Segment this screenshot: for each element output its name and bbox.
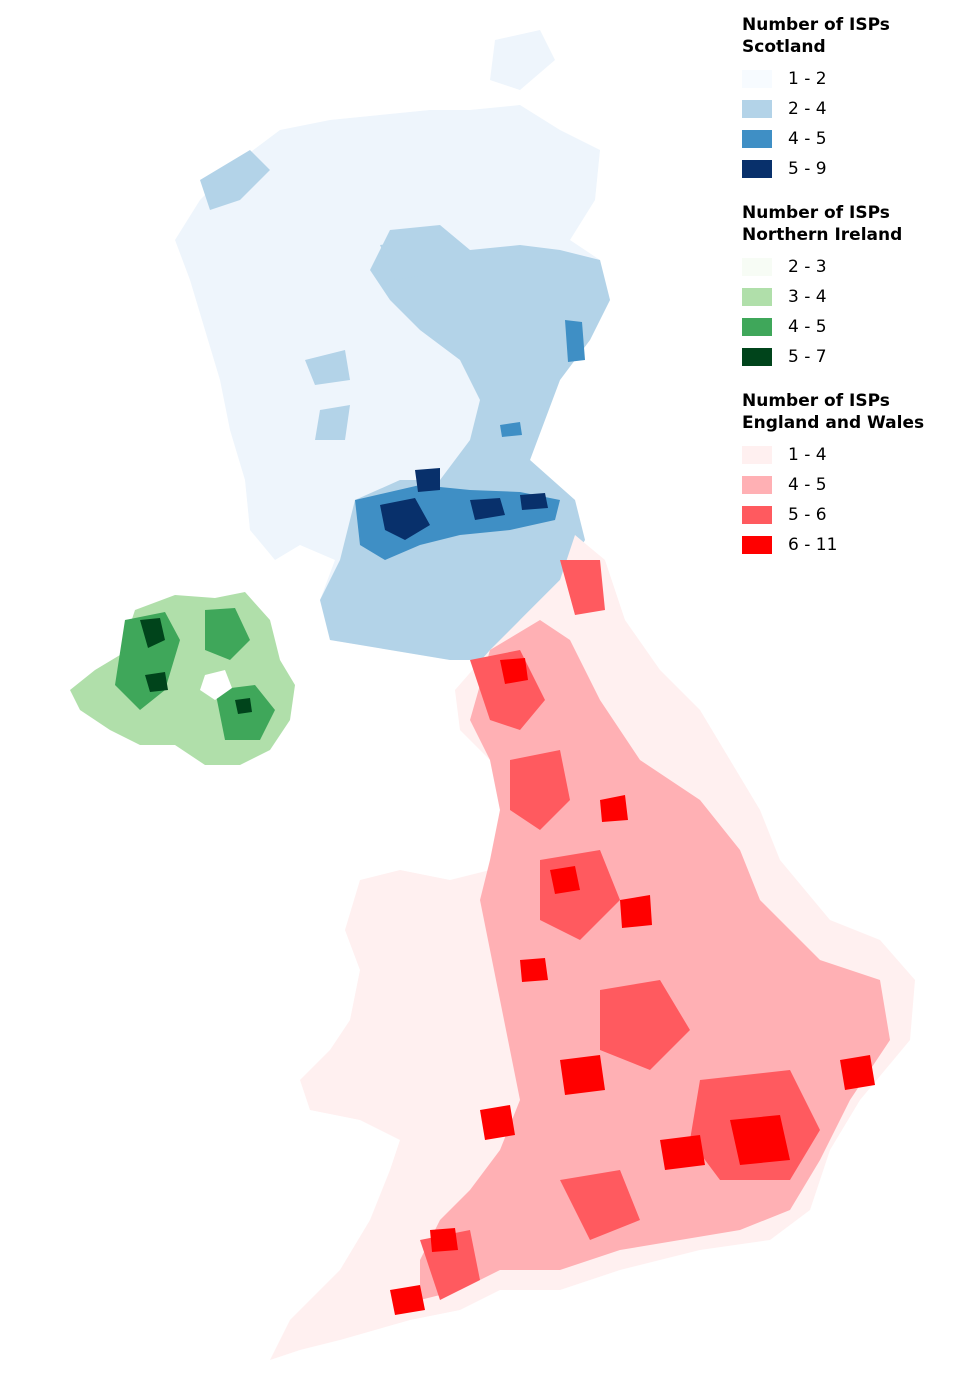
legend-item: 3 - 4 [742, 282, 978, 312]
legend-title-line: Number of ISPs [742, 391, 890, 411]
legend-swatch [742, 288, 772, 306]
legend-scotland: Number of ISPs Scotland 1 - 2 2 - 4 4 - … [742, 14, 978, 184]
legend-label: 5 - 6 [788, 505, 827, 525]
legend-title-line: Northern Ireland [742, 225, 903, 245]
legend-item: 1 - 4 [742, 440, 978, 470]
legend-label: 1 - 4 [788, 445, 827, 465]
legend-item: 2 - 3 [742, 252, 978, 282]
legend-item: 4 - 5 [742, 470, 978, 500]
legend-swatch [742, 258, 772, 276]
legend-title: Number of ISPs Scotland [742, 14, 978, 58]
ni-5-7-area [140, 618, 252, 714]
legend-title: Number of ISPs England and Wales [742, 390, 978, 434]
legend-item: 1 - 2 [742, 64, 978, 94]
legend: Number of ISPs Scotland 1 - 2 2 - 4 4 - … [742, 14, 978, 578]
legend-item: 6 - 11 [742, 530, 978, 560]
legend-swatch [742, 318, 772, 336]
england-wales-region [270, 535, 915, 1360]
legend-swatch [742, 506, 772, 524]
legend-swatch [742, 446, 772, 464]
legend-swatch [742, 536, 772, 554]
legend-swatch [742, 348, 772, 366]
scotland-region [175, 30, 610, 660]
legend-swatch [742, 70, 772, 88]
legend-label: 4 - 5 [788, 317, 827, 337]
legend-label: 4 - 5 [788, 129, 827, 149]
legend-label: 3 - 4 [788, 287, 827, 307]
legend-swatch [742, 100, 772, 118]
legend-label: 6 - 11 [788, 535, 838, 555]
legend-swatch [742, 160, 772, 178]
ni-lough-neagh [200, 670, 232, 700]
legend-label: 5 - 7 [788, 347, 827, 367]
legend-england-wales: Number of ISPs England and Wales 1 - 4 4… [742, 390, 978, 560]
legend-item: 4 - 5 [742, 312, 978, 342]
northern-ireland-region [70, 592, 295, 765]
legend-item: 2 - 4 [742, 94, 978, 124]
legend-item: 5 - 9 [742, 154, 978, 184]
legend-item: 5 - 7 [742, 342, 978, 372]
legend-northern-ireland: Number of ISPs Northern Ireland 2 - 3 3 … [742, 202, 978, 372]
scotland-5-9-area [380, 468, 548, 540]
legend-label: 4 - 5 [788, 475, 827, 495]
england-6-11-area [390, 658, 875, 1315]
legend-label: 2 - 4 [788, 99, 827, 119]
legend-title-line: England and Wales [742, 413, 925, 433]
legend-swatch [742, 476, 772, 494]
ni-base [70, 592, 295, 765]
england-5-6-area [420, 560, 820, 1300]
legend-label: 1 - 2 [788, 69, 827, 89]
legend-item: 4 - 5 [742, 124, 978, 154]
legend-item: 5 - 6 [742, 500, 978, 530]
legend-label: 5 - 9 [788, 159, 827, 179]
legend-title-line: Number of ISPs Scotland [742, 15, 890, 57]
legend-swatch [742, 130, 772, 148]
legend-title-line: Number of ISPs [742, 203, 890, 223]
legend-title: Number of ISPs Northern Ireland [742, 202, 978, 246]
legend-label: 2 - 3 [788, 257, 827, 277]
scotland-2-4-west [200, 150, 425, 440]
